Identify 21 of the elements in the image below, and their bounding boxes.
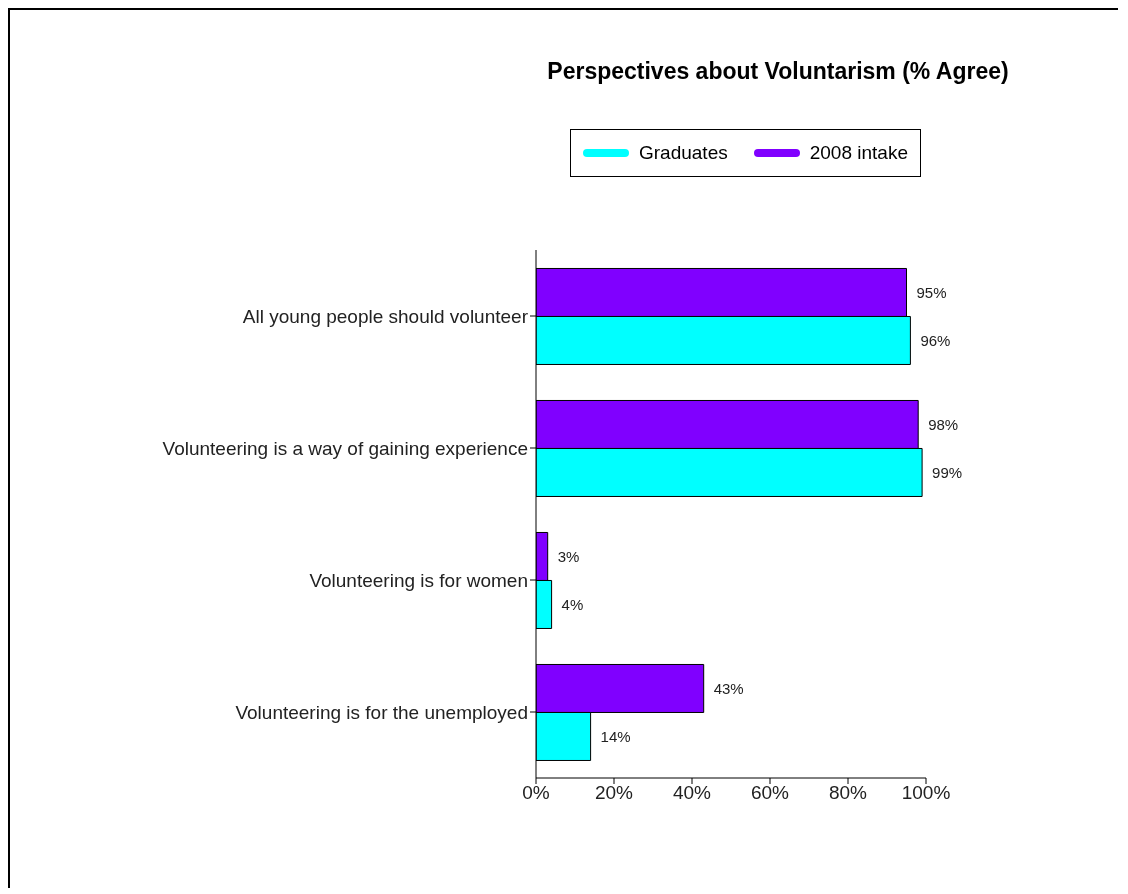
data-label: 14% [600, 727, 631, 745]
y-tick-label: All young people should volunteer [242, 305, 529, 327]
x-tick-label: 60% [750, 782, 790, 804]
x-tick-label: 40% [672, 782, 712, 804]
data-label: 99% [932, 463, 963, 481]
chart-title: Perspectives about Voluntarism (% Agree) [546, 58, 1010, 85]
y-tick-label: Volunteering is a way of gaining experience [162, 437, 528, 459]
data-label: 98% [928, 415, 959, 433]
x-tick-label: 20% [594, 782, 634, 804]
x-tick-label: 80% [828, 782, 868, 804]
y-tick-label: Volunteering is for the unemployed [235, 701, 528, 723]
data-label: 95% [916, 283, 947, 301]
x-tick-label: 0% [522, 782, 550, 804]
data-label: 96% [920, 331, 951, 349]
legend-label: Graduates [638, 142, 728, 164]
x-tick-label: 100% [901, 782, 951, 804]
y-tick-label: Volunteering is for women [309, 569, 528, 591]
data-label: 4% [561, 595, 584, 613]
legend-label: 2008 intake [808, 142, 908, 164]
data-label: 3% [557, 547, 580, 565]
data-label: 43% [713, 679, 744, 697]
